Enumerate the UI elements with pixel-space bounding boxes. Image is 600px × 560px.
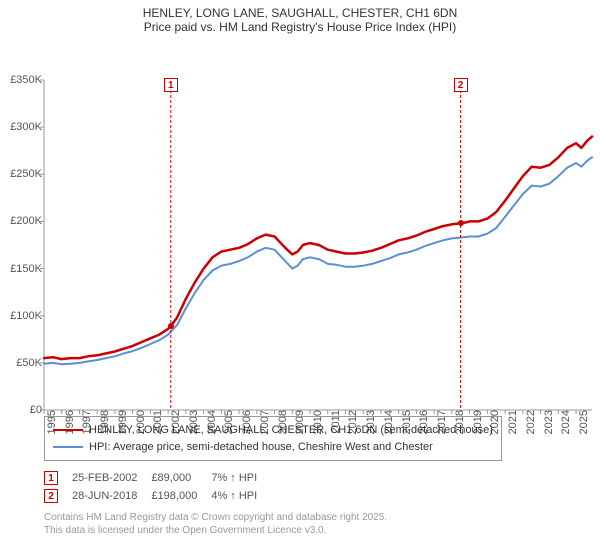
sale-marker: 1: [44, 471, 58, 485]
series-price_paid: [44, 137, 592, 360]
attribution-line-1: Contains HM Land Registry data © Crown c…: [44, 511, 592, 524]
sale-row: 1 25-FEB-2002£89,0007% ↑ HPI: [44, 469, 271, 487]
sale-date: 28-JUN-2018: [72, 487, 151, 505]
sale-price: £89,000: [151, 469, 211, 487]
chart-svg: [44, 80, 592, 410]
y-axis-tick-label: £50K: [16, 357, 44, 369]
legend-box: HENLEY, LONG LANE, SAUGHALL, CHESTER, CH…: [44, 416, 502, 461]
title-block: HENLEY, LONG LANE, SAUGHALL, CHESTER, CH…: [0, 0, 600, 34]
legend-swatch: [53, 446, 83, 448]
legend-label: HENLEY, LONG LANE, SAUGHALL, CHESTER, CH…: [89, 424, 493, 436]
annotation-label-2: 2: [454, 78, 468, 92]
y-axis-tick-label: £100K: [10, 310, 44, 322]
sale-delta: 4% ↑ HPI: [211, 487, 271, 505]
annotation-label-1: 1: [164, 78, 178, 92]
series-hpi: [44, 157, 592, 364]
annotation-point-2: [458, 220, 464, 226]
legend-item: HENLEY, LONG LANE, SAUGHALL, CHESTER, CH…: [53, 422, 493, 439]
y-axis-tick-label: £150K: [10, 263, 44, 275]
container: HENLEY, LONG LANE, SAUGHALL, CHESTER, CH…: [0, 0, 600, 560]
y-axis-tick-label: £350K: [10, 74, 44, 86]
legend-swatch: [53, 429, 83, 432]
legend-item: HPI: Average price, semi-detached house,…: [53, 439, 493, 456]
chart-footer: HENLEY, LONG LANE, SAUGHALL, CHESTER, CH…: [44, 416, 592, 537]
sale-marker: 2: [44, 489, 58, 503]
attribution: Contains HM Land Registry data © Crown c…: [44, 511, 592, 537]
sale-delta: 7% ↑ HPI: [211, 469, 271, 487]
y-axis-tick-label: £250K: [10, 168, 44, 180]
y-axis-tick-label: £300K: [10, 121, 44, 133]
annotation-point-1: [168, 323, 174, 329]
chart-plot-area: £0£50K£100K£150K£200K£250K£300K£350K1995…: [44, 80, 592, 410]
title-line-1: HENLEY, LONG LANE, SAUGHALL, CHESTER, CH…: [0, 6, 600, 20]
legend-label: HPI: Average price, semi-detached house,…: [89, 441, 433, 453]
title-line-2: Price paid vs. HM Land Registry's House …: [0, 20, 600, 34]
sale-date: 25-FEB-2002: [72, 469, 151, 487]
y-axis-tick-label: £0: [30, 404, 44, 416]
y-axis-tick-label: £200K: [10, 215, 44, 227]
sales-table: 1 25-FEB-2002£89,0007% ↑ HPI 2 28-JUN-2018£…: [44, 469, 271, 505]
attribution-line-2: This data is licensed under the Open Gov…: [44, 524, 592, 537]
sale-price: £198,000: [151, 487, 211, 505]
sale-row: 2 28-JUN-2018£198,0004% ↑ HPI: [44, 487, 271, 505]
